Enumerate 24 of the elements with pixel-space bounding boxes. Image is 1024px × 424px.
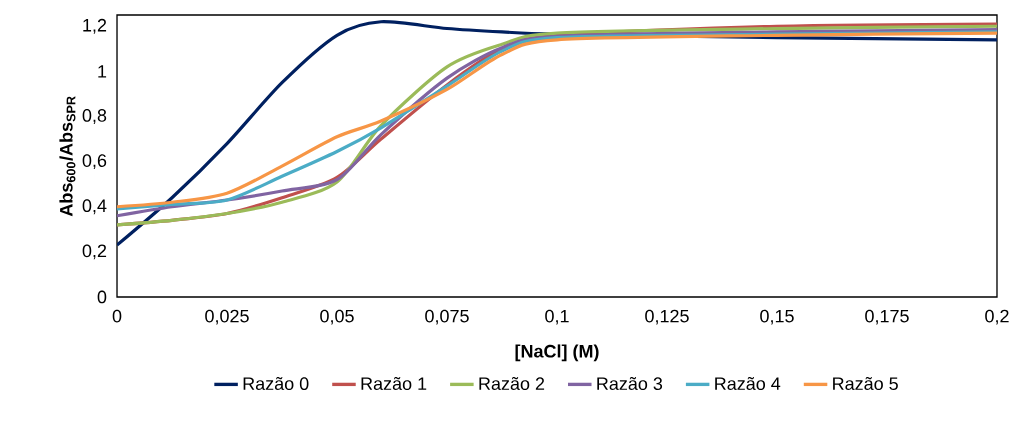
x-tick-label: 0,075 [425, 309, 469, 325]
y-tick-label: 1,2 [83, 18, 107, 34]
y-tick-label: 0 [97, 290, 107, 304]
x-tick-label: 0,175 [865, 309, 909, 325]
x-tick-label: 0,025 [205, 309, 249, 325]
x-tick-label: 0,15 [760, 309, 794, 325]
legend-label: Razão 4 [715, 376, 781, 391]
x-tick-label: 0,05 [320, 309, 354, 325]
x-axis-title: [NaCl] (M) [515, 344, 599, 362]
legend-label: Razão 3 [597, 376, 663, 391]
legend-label: Razão 2 [479, 376, 545, 391]
y-tick-label: 0,4 [82, 199, 107, 215]
x-tick-label: 0,1 [545, 309, 569, 325]
y-tick-label: 0,6 [82, 154, 107, 170]
y-tick-label: 0,8 [82, 109, 107, 124]
x-tick-label: 0,2 [985, 309, 1009, 325]
y-tick-label: 0,2 [82, 244, 107, 260]
x-tick-label: 0 [112, 309, 122, 323]
x-tick-label: 0,125 [645, 309, 689, 325]
legend-label: Razão 1 [361, 376, 427, 391]
y-tick-label: 1 [98, 65, 107, 78]
legend-label: Razão 0 [243, 376, 309, 391]
text: Abs$_{600}$/Abs$_{SPR}$ [59, 96, 76, 217]
legend-label: Razão 5 [833, 376, 898, 391]
